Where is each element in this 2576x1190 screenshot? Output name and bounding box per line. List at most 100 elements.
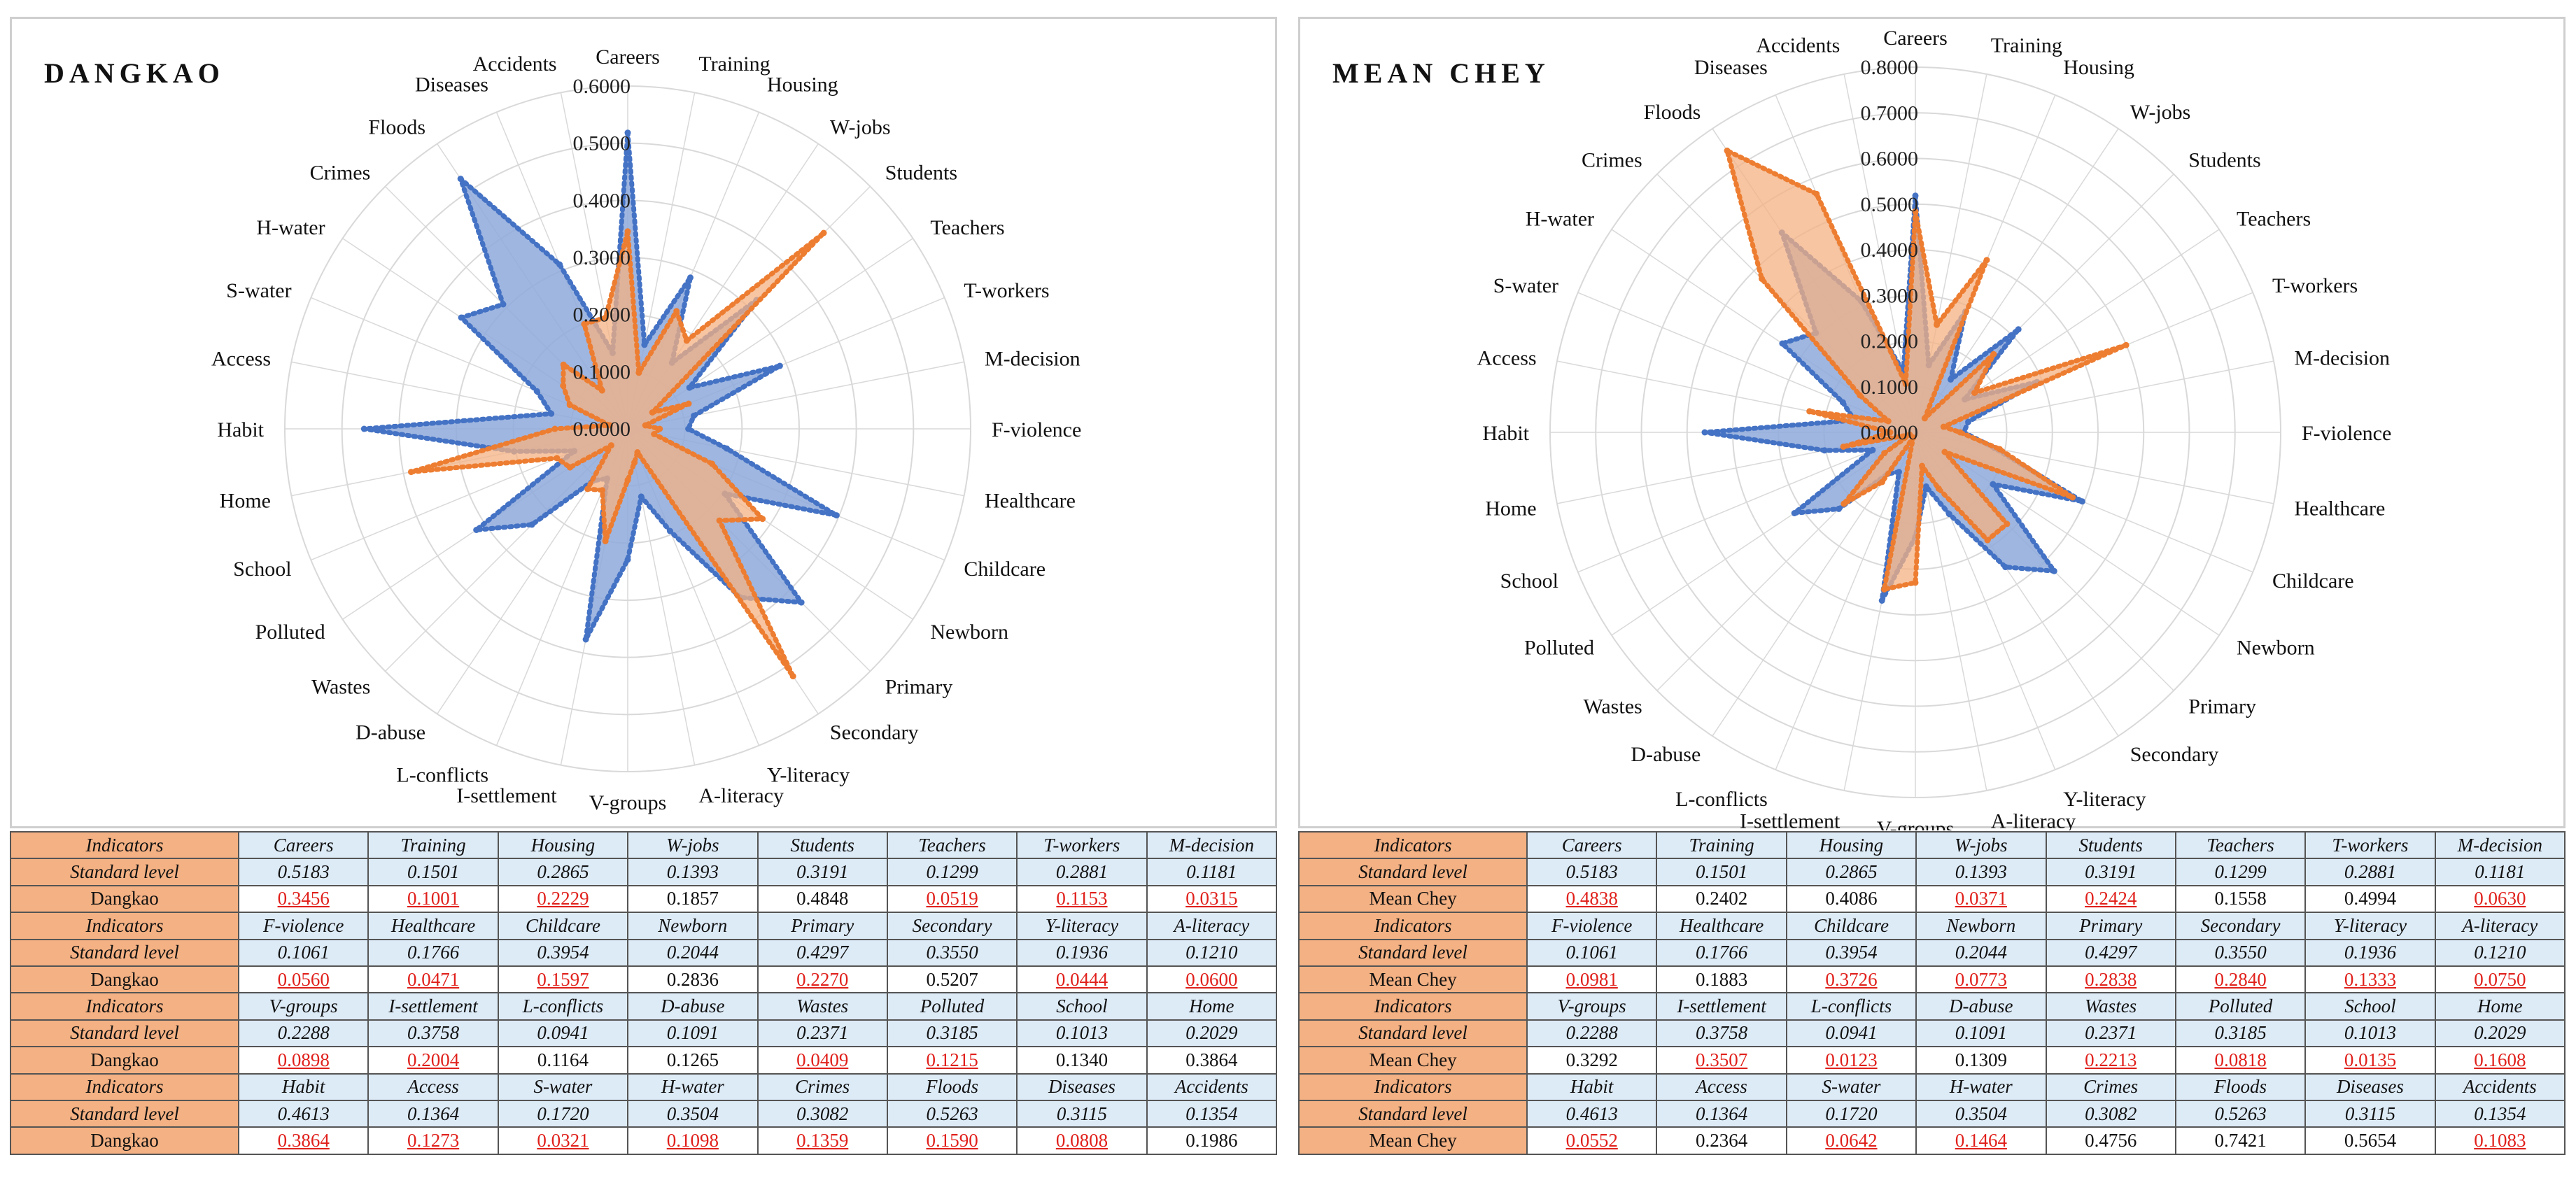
- table-cell: Polluted: [2174, 992, 2307, 1021]
- data-point: [408, 469, 414, 476]
- table-cell: 0.3758: [1656, 1019, 1787, 1048]
- table-cell: 0.0560: [237, 965, 369, 994]
- standard-level-row: Standard level 0.2288 0.3758 0.0941 0.1091 0.…: [1298, 1019, 2566, 1048]
- data-point: [458, 314, 465, 321]
- category-label: Newborn: [2237, 637, 2315, 660]
- category-label: V-groups: [1877, 817, 1955, 830]
- data-point: [548, 410, 555, 417]
- category-label: Students: [885, 161, 957, 184]
- table-cell: 0.0371: [1915, 884, 2047, 914]
- category-label: Access: [211, 348, 271, 371]
- table-cell: 0.2836: [627, 965, 759, 994]
- table-cell: 0.1766: [1656, 938, 1787, 967]
- table-cell: 0.1061: [1526, 938, 1658, 967]
- data-point: [1821, 447, 1828, 454]
- data-point: [1902, 381, 1909, 388]
- row-label: Indicators: [10, 830, 239, 860]
- dangkao-indicator-table: Indicators Careers Training Housing W-jobs St…: [10, 830, 1278, 1155]
- table-cell: 0.5207: [886, 965, 1018, 994]
- category-label: H-water: [1526, 207, 1594, 230]
- data-point: [1934, 321, 1941, 328]
- row-label: Mean Chey: [1298, 965, 1528, 994]
- indicators-row: Indicators Habit Access S-water H-water Crime…: [10, 1072, 1278, 1101]
- indicators-row: Indicators Careers Training Housing W-jobs St…: [1298, 830, 2566, 860]
- tick-label: 0.4000: [573, 189, 631, 212]
- table-cell: 0.1091: [627, 1019, 759, 1048]
- table-cell: 0.1098: [627, 1126, 759, 1155]
- category-label: Accidents: [473, 52, 557, 76]
- table-cell: 0.1359: [756, 1126, 888, 1155]
- tick-label: 0.0000: [573, 418, 631, 441]
- category-label: W-jobs: [830, 116, 891, 139]
- category-label: F-violence: [992, 418, 1081, 441]
- category-label: Careers: [596, 45, 660, 69]
- standard-level-row: Standard level 0.5183 0.1501 0.2865 0.1393 0.…: [10, 858, 1278, 886]
- category-label: S-water: [226, 279, 291, 302]
- table-cell: S-water: [1785, 1072, 1917, 1101]
- table-cell: Teachers: [2174, 830, 2307, 860]
- category-label: School: [233, 558, 291, 581]
- data-point: [649, 409, 656, 416]
- table-cell: 0.0123: [1785, 1046, 1917, 1075]
- table-cell: 0.1013: [1016, 1019, 1148, 1048]
- table-cell: Housing: [497, 830, 629, 860]
- table-cell: D-abuse: [1915, 992, 2047, 1021]
- table-cell: 0.1299: [2174, 858, 2307, 886]
- table-cell: 0.1464: [1915, 1126, 2047, 1155]
- data-point: [798, 599, 805, 606]
- tick-label: 0.5000: [1861, 193, 1919, 216]
- table-cell: W-jobs: [627, 830, 759, 860]
- category-label: Teachers: [930, 216, 1004, 239]
- table-cell: 0.0808: [1016, 1126, 1148, 1155]
- table-cell: 0.4613: [237, 1099, 369, 1128]
- row-label: Mean Chey: [1298, 884, 1528, 914]
- table-cell: 0.0321: [497, 1126, 629, 1155]
- table-cell: 0.1215: [886, 1046, 1018, 1075]
- table-cell: 0.1354: [1146, 1099, 1278, 1128]
- data-point: [582, 636, 589, 643]
- table-cell: 0.1936: [2304, 938, 2436, 967]
- category-label: H-water: [256, 216, 325, 239]
- table-cell: 0.0471: [367, 965, 499, 994]
- table-cell: 0.2865: [1785, 858, 1917, 886]
- data-point: [656, 425, 663, 432]
- table-cell: F-violence: [1526, 912, 1658, 940]
- table-cell: 0.2865: [497, 858, 629, 886]
- row-label: Dangkao: [10, 1046, 239, 1075]
- category-label: Training: [1991, 34, 2062, 57]
- table-cell: D-abuse: [627, 992, 759, 1021]
- table-cell: Accidents: [2434, 1072, 2566, 1101]
- data-point: [2015, 326, 2022, 333]
- data-point: [2123, 341, 2130, 348]
- data-point: [554, 455, 561, 462]
- data-point: [1869, 446, 1876, 453]
- table-cell: 0.3456: [237, 884, 369, 914]
- tick-label: 0.4000: [1861, 239, 1919, 262]
- table-cell: 0.4756: [2045, 1126, 2176, 1155]
- dangkao-chart-frame: 0.0000 0.1000 0.2000 0.3000 0.4000 0.5000 0.60…: [10, 17, 1277, 828]
- table-cell: 0.4086: [1785, 884, 1917, 914]
- table-cell: H-water: [1915, 1072, 2047, 1101]
- standard-level-row: Standard level 0.1061 0.1766 0.3954 0.2044 0.…: [1298, 938, 2566, 967]
- data-point: [1840, 444, 1847, 450]
- table-cell: Y-literacy: [2304, 912, 2436, 940]
- table-cell: 0.1597: [497, 965, 629, 994]
- tick-label: 0.1000: [573, 360, 631, 383]
- data-point: [500, 301, 507, 308]
- table-cell: 0.3864: [1146, 1046, 1278, 1075]
- category-label: D-abuse: [356, 721, 425, 744]
- table-cell: W-jobs: [1915, 830, 2047, 860]
- table-cell: 0.1364: [1656, 1099, 1787, 1128]
- category-label: Students: [2188, 149, 2260, 172]
- data-point: [1701, 429, 1708, 436]
- row-label: Standard level: [1298, 858, 1528, 886]
- tick-label: 0.1000: [1861, 376, 1919, 399]
- standard-level-row: Standard level 0.4613 0.1364 0.1720 0.3504 0.…: [10, 1099, 1278, 1128]
- data-point: [551, 425, 558, 432]
- table-cell: 0.1273: [367, 1126, 499, 1155]
- table-cell: 0.2371: [756, 1019, 888, 1048]
- data-point: [709, 460, 715, 467]
- data-point: [599, 487, 606, 494]
- category-label: Floods: [368, 116, 425, 139]
- data-point: [685, 425, 692, 432]
